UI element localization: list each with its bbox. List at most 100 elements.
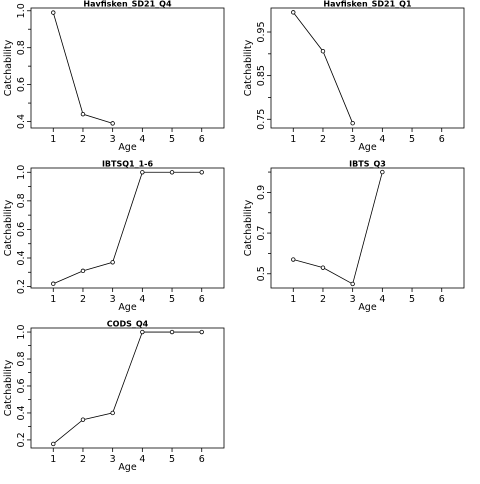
chart-title: IBTS_Q3 xyxy=(349,160,386,169)
data-point xyxy=(51,441,56,447)
x-tick-label: 1 xyxy=(50,294,56,305)
data-point xyxy=(110,121,115,126)
data-point xyxy=(51,10,56,15)
y-axis-label: Catchability xyxy=(243,39,254,96)
data-point xyxy=(80,111,86,117)
y-tick-label: 0.9 xyxy=(256,185,267,200)
x-tick-label: 2 xyxy=(320,294,326,305)
data-point xyxy=(110,410,115,416)
chart-panel-2: Havfisken_SD21_Q1 1 2 3 4 5 6 Age 0.75 0.85 0.95Ca… xyxy=(243,0,465,153)
data-point xyxy=(350,120,355,126)
y-tick-label: 0.4 xyxy=(16,405,27,420)
chart-title: IBTSQ1_1-6 xyxy=(102,160,154,169)
x-tick-label: 6 xyxy=(199,294,205,305)
x-tick-label: 1 xyxy=(290,294,296,305)
x-axis-label: Age xyxy=(118,302,137,313)
x-tick-label: 2 xyxy=(320,134,326,145)
x-tick-label: 4 xyxy=(139,294,145,305)
y-tick-label: 0.2 xyxy=(16,432,27,447)
y-tick-label: 0.2 xyxy=(16,279,27,294)
chart-panel-3: IBTSQ1_1-6 1 2 3 4 5 6 Age 0.2 0.4 0.6 0.8 1.0 Catcha… xyxy=(3,160,225,313)
x-axis-label: Age xyxy=(118,142,137,153)
x-tick-label: 1 xyxy=(50,454,56,465)
y-tick-label: 0.6 xyxy=(16,77,27,92)
chart-panel-1: Havfisken_SD21_Q4 1 2 3 4 5 6 Age 0.4 0.6 0.8 1.0 Ca… xyxy=(3,0,225,153)
y-tick-label: 0.7 xyxy=(256,226,267,241)
chart-title: Havfisken_SD21_Q1 xyxy=(323,0,412,9)
y-tick-label: 1.0 xyxy=(16,3,27,18)
plot-frame xyxy=(270,7,465,129)
y-tick-label: 0.5 xyxy=(256,266,267,281)
x-tick-label: 3 xyxy=(110,294,116,305)
x-tick-label: 5 xyxy=(169,134,175,145)
data-point xyxy=(169,170,175,175)
y-tick-label: 0.4 xyxy=(16,250,27,265)
y-tick-label: 0.75 xyxy=(256,109,267,130)
y-tick-label: 0.95 xyxy=(256,21,267,42)
plot-frame xyxy=(30,167,225,289)
y-tick-label: 0.8 xyxy=(16,351,27,366)
data-point xyxy=(199,329,204,335)
plot-frame xyxy=(30,327,225,449)
data-point xyxy=(350,281,355,287)
x-axis-label: Age xyxy=(358,142,377,153)
plot-frame xyxy=(270,167,465,289)
x-tick-label: 3 xyxy=(350,134,356,145)
x-tick-label: 6 xyxy=(199,134,205,145)
y-tick-label: 0.4 xyxy=(16,114,27,129)
series-line xyxy=(53,171,202,285)
data-point xyxy=(320,49,326,54)
x-tick-label: 1 xyxy=(50,134,56,145)
data-point xyxy=(291,257,296,262)
x-axis-label: Age xyxy=(358,302,377,313)
y-tick-label: 0.8 xyxy=(16,40,27,55)
data-point xyxy=(380,169,385,175)
series-line xyxy=(293,171,383,285)
y-tick-label: 0.6 xyxy=(16,222,27,237)
y-axis-label: Catchability xyxy=(3,359,14,416)
y-tick-label: 0.85 xyxy=(256,65,267,86)
y-tick-label: 0.8 xyxy=(16,193,27,208)
x-tick-label: 1 xyxy=(290,134,296,145)
y-axis-label: Catchability xyxy=(243,199,254,256)
chart-title: CODS_Q4 xyxy=(107,320,149,329)
y-axis-label: Catchability xyxy=(3,39,14,96)
x-tick-label: 3 xyxy=(110,454,116,465)
x-tick-label: 6 xyxy=(439,134,445,145)
y-tick-label: 1.0 xyxy=(16,165,27,180)
series-line xyxy=(52,12,113,124)
y-tick-label: 1.0 xyxy=(16,324,27,339)
y-tick-label: 0.6 xyxy=(16,378,27,393)
chart-panel-5: CODS_Q4 1 2 3 4 5 6 Age 0.2 0.4 0.6 0.8 1.0 Catchabil… xyxy=(3,320,225,473)
data-point xyxy=(80,268,86,274)
x-tick-label: 5 xyxy=(169,454,175,465)
data-point xyxy=(110,260,115,265)
series-line xyxy=(53,331,202,445)
x-tick-label: 4 xyxy=(139,134,145,145)
data-point xyxy=(291,10,296,15)
x-tick-label: 3 xyxy=(350,294,356,305)
data-point xyxy=(199,170,204,175)
x-axis-label: Age xyxy=(118,462,137,473)
data-point xyxy=(51,281,56,286)
series-line xyxy=(292,12,354,124)
chart-title: Havfisken_SD21_Q4 xyxy=(83,0,172,9)
data-point xyxy=(169,329,175,335)
x-tick-label: 4 xyxy=(379,134,385,145)
x-tick-label: 5 xyxy=(169,294,175,305)
x-tick-label: 6 xyxy=(199,454,205,465)
x-tick-label: 2 xyxy=(80,134,86,145)
x-tick-label: 4 xyxy=(379,294,385,305)
x-tick-label: 2 xyxy=(80,294,86,305)
x-tick-label: 4 xyxy=(139,454,145,465)
data-point xyxy=(80,417,86,422)
plot-frame xyxy=(30,7,225,129)
x-tick-label: 6 xyxy=(439,294,445,305)
data-point xyxy=(140,329,145,335)
y-axis-label: Catchability xyxy=(3,199,14,256)
x-tick-label: 2 xyxy=(80,454,86,465)
x-tick-label: 5 xyxy=(409,134,415,145)
